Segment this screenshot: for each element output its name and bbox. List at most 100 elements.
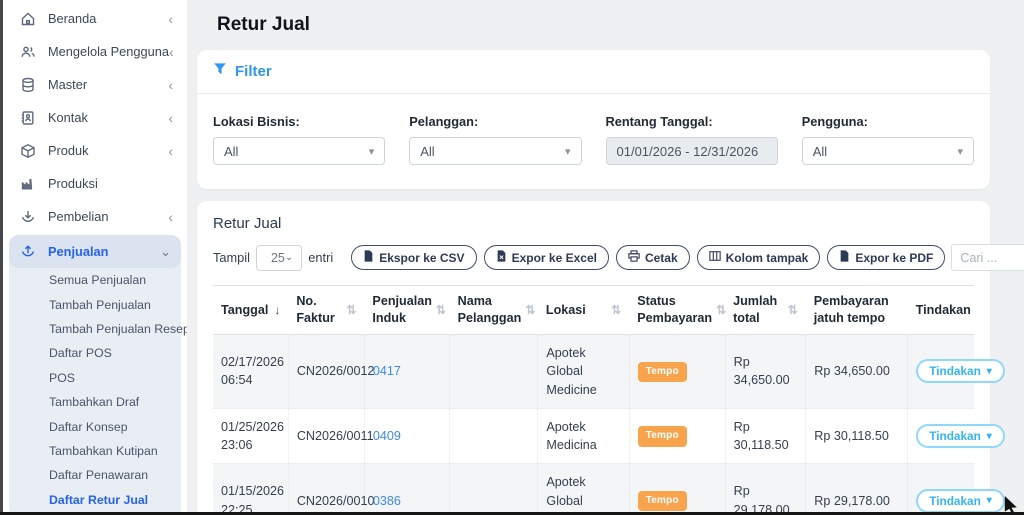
- print-button[interactable]: Cetak: [615, 245, 690, 270]
- column-label: Jumlah total: [733, 294, 778, 325]
- select-value: All: [812, 143, 828, 159]
- sidebar-item-mengelola-pengguna[interactable]: Mengelola Pengguna ‹: [3, 35, 187, 68]
- cell-penjualan-induk: 0409: [363, 408, 450, 465]
- package-icon: [19, 142, 36, 159]
- cell-jatuh-tempo: Rp 30,118.50: [805, 408, 908, 465]
- sidebar-subitem-tambah-penjualan-resep[interactable]: Tambah Penjualan Resep: [49, 321, 187, 336]
- tindakan-dropdown-button[interactable]: Tindakan ▾: [916, 488, 1005, 513]
- column-header-lokasi[interactable]: Lokasi ⇅: [537, 285, 630, 335]
- sidebar-item-pembelian[interactable]: Pembelian ‹: [3, 200, 187, 233]
- column-header-tanggal[interactable]: Tanggal ↓: [213, 285, 289, 335]
- export-csv-button[interactable]: Ekspor ke CSV: [351, 245, 477, 270]
- cell-jatuh-tempo: Rp 29,178.00: [805, 463, 908, 515]
- sidebar-subitem-pos[interactable]: POS: [49, 370, 75, 385]
- chevron-left-icon: ‹: [168, 76, 173, 93]
- penjualan-induk-link[interactable]: 0386: [372, 493, 401, 508]
- status-badge: Tempo: [637, 361, 687, 383]
- sort-icon: ⇅: [716, 302, 727, 317]
- cell-no-faktur: CN2026/0012: [287, 334, 375, 409]
- sidebar-subitem-daftar-konsep[interactable]: Daftar Konsep: [49, 419, 128, 434]
- export-button-group: Ekspor ke CSV Expor ke Excel Cetak Kolom…: [351, 245, 946, 270]
- cell-jumlah-total: Rp 34,650.00: [724, 334, 806, 409]
- page-length-select[interactable]: 25 ⌄: [255, 244, 303, 271]
- sort-icon: ⇅: [787, 302, 798, 317]
- download-icon: [19, 208, 36, 225]
- button-label: Ekspor ke CSV: [379, 250, 465, 265]
- sidebar-group-penjualan: Penjualan ⌄ Semua Penjualan Tambah Penju…: [9, 235, 187, 515]
- rentang-tanggal-input[interactable]: 01/01/2026 - 12/31/2026: [605, 137, 778, 165]
- filter-field-lokasi-bisnis: Lokasi Bisnis: All ▾: [213, 114, 386, 165]
- column-header-pembayaran-jatuh-tempo[interactable]: Pembayaran jatuh tempo: [805, 285, 908, 335]
- filter-label: Pengguna:: [801, 114, 868, 129]
- sidebar-item-label: Beranda: [48, 11, 97, 26]
- sidebar-item-produksi[interactable]: Produksi: [3, 167, 187, 200]
- column-header-penjualan-induk[interactable]: Penjualan Induk ⇅: [364, 285, 450, 335]
- search-input[interactable]: [951, 244, 1024, 271]
- sidebar-subitem-daftar-retur-jual[interactable]: Daftar Retur Jual: [49, 492, 149, 507]
- sidebar-subitem-semua-penjualan[interactable]: Semua Penjualan: [49, 273, 147, 288]
- sort-icon: ⇅: [346, 302, 357, 317]
- columns-icon: [708, 250, 721, 265]
- button-label: Kolom tampak: [725, 250, 809, 265]
- column-label: No. Faktur: [296, 294, 335, 325]
- tindakan-dropdown-button[interactable]: Tindakan ▾: [916, 359, 1005, 384]
- chevron-left-icon: ‹: [168, 109, 173, 126]
- chevron-left-icon: ‹: [168, 43, 174, 60]
- sort-desc-icon: ↓: [274, 302, 281, 317]
- sidebar-item-label: Produksi: [48, 176, 98, 191]
- pelanggan-select[interactable]: All ▾: [409, 137, 582, 165]
- caret-down-icon: ▾: [986, 495, 992, 507]
- cell-tindakan: Tindakan ▾: [907, 408, 1005, 465]
- cell-jumlah-total: Rp 30,118.50: [724, 408, 806, 465]
- cell-lokasi: Apotek Global Medicine: [537, 334, 630, 409]
- penjualan-induk-link[interactable]: 0417: [372, 364, 401, 379]
- users-icon: [19, 43, 36, 60]
- status-badge: Tempo: [637, 426, 687, 447]
- column-header-jumlah-total[interactable]: Jumlah total ⇅: [725, 285, 806, 335]
- window-left-edge: [0, 0, 3, 515]
- export-pdf-button[interactable]: Expor ke PDF: [827, 245, 946, 270]
- export-excel-button[interactable]: Expor ke Excel: [483, 245, 609, 270]
- sidebar-item-beranda[interactable]: Beranda ‹: [3, 2, 187, 35]
- cell-penjualan-induk: 0386: [363, 463, 450, 515]
- penjualan-induk-link[interactable]: 0409: [372, 428, 401, 443]
- button-label: Tindakan: [929, 429, 981, 443]
- column-visibility-button[interactable]: Kolom tampak: [696, 245, 821, 270]
- sidebar-item-kontak[interactable]: Kontak ‹: [3, 101, 187, 134]
- cell-lokasi: Apotek Global Medicine: [537, 463, 630, 515]
- sort-icon: ⇅: [435, 302, 446, 317]
- chevron-down-icon: ⌄: [160, 243, 171, 259]
- caret-down-icon: ▾: [957, 145, 963, 158]
- filter-label: Pelanggan:: [409, 114, 479, 129]
- length-label-before: Tampil: [213, 250, 250, 265]
- column-label: Tindakan: [915, 302, 971, 317]
- select-value: All: [224, 143, 239, 159]
- sidebar-item-label: Kontak: [48, 110, 88, 125]
- pengguna-select[interactable]: All ▾: [801, 137, 974, 165]
- length-label-after: entri: [308, 250, 334, 265]
- window-bottom-edge: [0, 512, 1024, 515]
- retur-jual-card: Retur Jual Tampil 25 ⌄ entri Ekspor ke C…: [197, 201, 1024, 515]
- table-row: 01/25/2026 23:06 CN2026/0011 0409 Apotek…: [213, 408, 1005, 465]
- column-label: Status Pembayaran: [637, 294, 713, 325]
- date-range-value: 01/01/2026 - 12/31/2026: [616, 143, 759, 159]
- button-label: Tindakan: [929, 493, 981, 508]
- button-label: Cetak: [644, 250, 678, 265]
- sidebar-subitem-daftar-pos[interactable]: Daftar POS: [49, 346, 112, 361]
- lokasi-bisnis-select[interactable]: All ▾: [213, 137, 386, 165]
- sidebar-subitem-tambah-penjualan[interactable]: Tambah Penjualan: [49, 297, 151, 312]
- sidebar-subitem-tambahkan-draf[interactable]: Tambahkan Draf: [49, 395, 140, 410]
- sidebar-subitem-tambahkan-kutipan[interactable]: Tambahkan Kutipan: [49, 443, 158, 458]
- filter-card-header[interactable]: Filter: [197, 50, 990, 94]
- column-header-nama-pelanggan[interactable]: Nama Pelanggan ⇅: [449, 285, 538, 335]
- button-label: Expor ke Excel: [511, 250, 597, 265]
- column-header-status-pembayaran[interactable]: Status Pembayaran ⇅: [629, 285, 727, 335]
- sidebar-item-master[interactable]: Master ‹: [3, 68, 187, 101]
- sidebar-subitem-daftar-penawaran[interactable]: Daftar Penawaran: [49, 468, 149, 483]
- sidebar-item-produk[interactable]: Produk ‹: [3, 134, 187, 167]
- sidebar-item-penjualan[interactable]: Penjualan ⌄: [9, 235, 181, 268]
- filter-field-pengguna: Pengguna: All ▾: [801, 114, 974, 165]
- tindakan-dropdown-button[interactable]: Tindakan ▾: [916, 424, 1005, 448]
- column-header-no-faktur[interactable]: No. Faktur ⇅: [288, 285, 365, 335]
